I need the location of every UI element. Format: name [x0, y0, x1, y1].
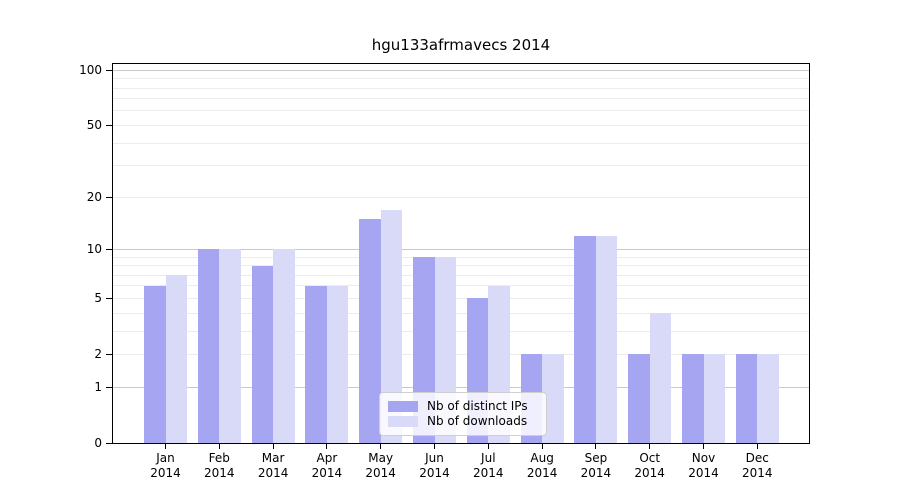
y-tick-label: 20: [86, 190, 102, 205]
gridline-minor: [113, 312, 809, 314]
y-tick-label: 0: [94, 436, 102, 450]
gridline-minor: [113, 78, 809, 80]
x-tick-label-aug: Aug 2014: [526, 451, 558, 480]
x-tick-mark: [703, 444, 704, 449]
x-tick-mark: [380, 444, 382, 449]
bar-nb-of-distinct-ips-jan: [144, 285, 166, 443]
x-tick-label-dec: Dec 2014: [742, 451, 773, 480]
y-tick-label: 1: [94, 380, 102, 394]
bar-nb-of-downloads-aug: [542, 354, 564, 443]
gridline-minor: [113, 353, 809, 355]
y-tick-label: 50: [86, 118, 102, 133]
plot-area: [112, 63, 810, 444]
gridline-minor: [113, 142, 809, 144]
x-tick-mark: [434, 444, 435, 449]
bar-nb-of-distinct-ips-nov: [682, 354, 704, 443]
gridline-minor: [113, 330, 809, 332]
x-tick-mark: [165, 444, 166, 449]
y-tick-mark: [106, 386, 112, 388]
bar-nb-of-downloads-may: [380, 209, 403, 443]
gridline-major: [113, 69, 809, 71]
y-tick-label: 5: [94, 291, 102, 306]
legend-label-downloads: Nb of downloads: [427, 414, 528, 428]
gridline-minor: [113, 124, 809, 126]
gridline-minor: [113, 165, 809, 167]
x-tick-label-mar: Mar 2014: [257, 451, 289, 480]
gridline-minor: [113, 265, 809, 267]
legend-swatch-distinct-ips-icon: [388, 401, 418, 412]
bar-nb-of-downloads-nov: [703, 354, 725, 443]
legend-row-downloads: Nb of downloads: [388, 414, 538, 429]
gridline-minor: [113, 256, 809, 258]
x-tick-mark: [756, 444, 758, 449]
x-tick-mark: [541, 444, 543, 449]
x-tick-mark: [326, 444, 328, 449]
legend-label-distinct-ips: Nb of distinct IPs: [427, 399, 528, 413]
x-tick-label-oct: Oct 2014: [634, 451, 665, 480]
bar-nb-of-downloads-sep: [595, 235, 618, 443]
x-tick-mark: [272, 444, 274, 449]
gridline-major: [113, 386, 809, 388]
gridline-minor: [113, 274, 809, 276]
gridline-minor: [113, 87, 809, 89]
bar-nb-of-distinct-ips-sep: [574, 235, 596, 443]
gridline-minor: [113, 110, 809, 112]
x-tick-label-feb: Feb 2014: [204, 451, 235, 480]
gridline-minor: [113, 285, 809, 287]
x-tick-label-jan: Jan 2014: [150, 451, 181, 480]
x-tick-mark: [649, 444, 651, 449]
y-tick-label: 10: [86, 242, 102, 257]
bar-nb-of-downloads-feb: [219, 249, 241, 443]
y-tick-mark: [106, 124, 112, 126]
y-tick-label: 100: [79, 63, 102, 78]
bar-nb-of-distinct-ips-may: [359, 219, 381, 443]
x-tick-mark: [218, 444, 220, 449]
gridline-minor: [113, 98, 809, 100]
x-tick-label-may: May 2014: [365, 451, 396, 480]
y-tick-label: 2: [94, 347, 102, 362]
gridline-major: [113, 248, 809, 250]
gridline-minor: [113, 196, 809, 198]
x-tick-mark: [595, 444, 597, 449]
bar-nb-of-downloads-mar: [273, 249, 295, 443]
y-tick-mark: [106, 442, 112, 444]
bar-nb-of-distinct-ips-apr: [305, 285, 327, 443]
legend-row-distinct-ips: Nb of distinct IPs: [388, 399, 538, 414]
chart-title: hgu133afrmavecs 2014: [371, 36, 551, 54]
bar-nb-of-downloads-apr: [326, 285, 349, 443]
bar-nb-of-distinct-ips-mar: [251, 265, 274, 443]
legend-swatch-downloads-icon: [388, 416, 418, 427]
x-tick-label-jul: Jul 2014: [473, 451, 504, 480]
x-tick-label-jun: Jun 2014: [419, 451, 450, 480]
bar-nb-of-downloads-jan: [165, 275, 187, 443]
y-tick-mark: [106, 353, 112, 355]
y-tick-mark: [106, 196, 112, 198]
bar-nb-of-distinct-ips-oct: [628, 354, 650, 443]
bar-nb-of-distinct-ips-feb: [197, 249, 220, 443]
x-tick-label-nov: Nov 2014: [688, 451, 719, 480]
x-tick-mark: [487, 444, 489, 449]
gridline-minor: [113, 297, 809, 299]
bar-nb-of-downloads-dec: [757, 354, 779, 443]
y-tick-mark: [106, 297, 112, 299]
bar-nb-of-distinct-ips-dec: [735, 354, 758, 443]
y-tick-mark: [106, 69, 112, 71]
y-tick-mark: [106, 248, 112, 250]
legend: Nb of distinct IPs Nb of downloads: [379, 392, 547, 436]
x-tick-label-sep: Sep 2014: [580, 451, 612, 480]
bar-nb-of-downloads-oct: [649, 313, 672, 443]
x-tick-label-apr: Apr 2014: [311, 451, 343, 480]
